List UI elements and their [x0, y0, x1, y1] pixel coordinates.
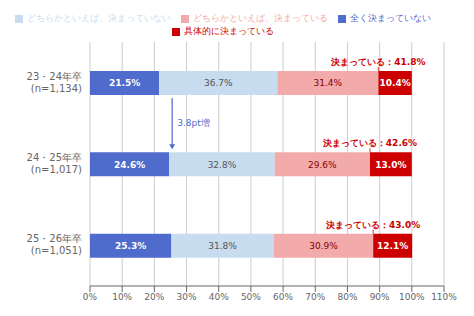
svg-text:31.8%: 31.8%	[208, 241, 237, 251]
svg-text:決まっている：41.8%: 決まっている：41.8%	[330, 57, 425, 67]
svg-text:100%: 100%	[399, 292, 425, 302]
html-text:どちらかといえば、決まっている: どちらかといえば、決まっている	[193, 13, 328, 23]
svg-text:110%: 110%	[431, 292, 457, 302]
svg-text:60%: 60%	[273, 292, 293, 302]
svg-text:36.7%: 36.7%	[204, 78, 233, 88]
svg-text:50%: 50%	[241, 292, 261, 302]
svg-text:0%: 0%	[83, 292, 98, 302]
svg-text:24.6%: 24.6%	[114, 160, 145, 170]
svg-text:決まっている：42.6%: 決まっている：42.6%	[322, 138, 417, 148]
svg-text:10.4%: 10.4%	[379, 78, 410, 88]
svg-text:25・26年卒(n=1,051): 25・26年卒(n=1,051)	[27, 233, 83, 256]
svg-text:29.6%: 29.6%	[308, 160, 337, 170]
svg-text:90%: 90%	[370, 292, 390, 302]
svg-text:80%: 80%	[337, 292, 357, 302]
svg-text:20%: 20%	[144, 292, 164, 302]
svg-text:70%: 70%	[305, 292, 325, 302]
html-text:具体的に決まっている: 具体的に決まっている	[184, 26, 274, 36]
html-text:どちらかといえば、決まっていない: どちらかといえば、決まっていない	[27, 13, 171, 23]
svg-text:決まっている：43.0%: 決まっている：43.0%	[325, 220, 420, 230]
svg-text:23・24年卒(n=1,134): 23・24年卒(n=1,134)	[27, 71, 83, 94]
svg-text:25.3%: 25.3%	[115, 241, 146, 251]
svg-text:13.0%: 13.0%	[375, 160, 406, 170]
svg-text:21.5%: 21.5%	[109, 78, 140, 88]
svg-text:12.1%: 12.1%	[377, 241, 408, 251]
svg-text:30%: 30%	[177, 292, 197, 302]
svg-text:30.9%: 30.9%	[309, 241, 338, 251]
svg-text:3.8pt増: 3.8pt増	[177, 118, 210, 128]
svg-text:32.8%: 32.8%	[208, 160, 237, 170]
svg-text:31.4%: 31.4%	[314, 78, 343, 88]
svg-text:10%: 10%	[112, 292, 132, 302]
svg-text:24・25年卒(n=1,017): 24・25年卒(n=1,017)	[27, 152, 83, 175]
html-text:全く決まっていない: 全く決まっていない	[350, 13, 431, 23]
svg-text:40%: 40%	[209, 292, 229, 302]
